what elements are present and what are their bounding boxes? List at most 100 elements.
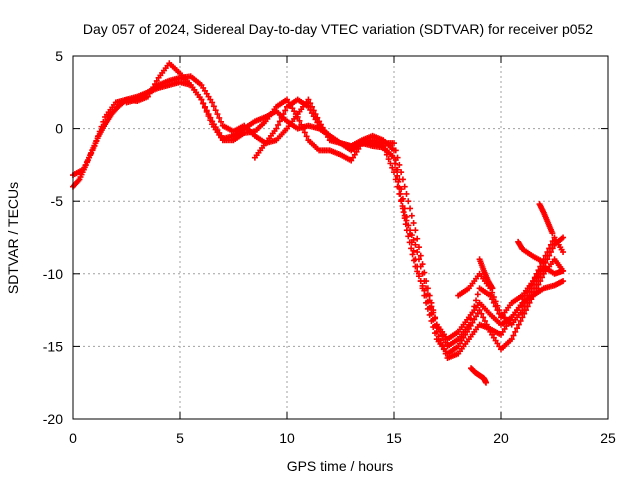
grid-lines [73, 56, 608, 419]
data-point [430, 307, 437, 314]
data-point [521, 303, 528, 310]
data-point [93, 138, 100, 145]
data-point [521, 310, 528, 317]
data-point [549, 230, 556, 237]
data-point [417, 278, 424, 285]
data-point [508, 336, 515, 343]
data-point [401, 205, 408, 212]
data-point [560, 234, 567, 241]
data-point [410, 247, 417, 254]
data-point [312, 116, 319, 123]
data-point [544, 256, 551, 263]
y-axis-label: SDTVAR / TECUs [5, 182, 21, 294]
axis-ticks [72, 55, 609, 420]
data-point [389, 164, 396, 171]
data-point [153, 77, 160, 84]
data-point [467, 322, 474, 329]
data-point [201, 104, 208, 111]
data-point [419, 261, 426, 268]
series-7 [515, 238, 547, 266]
data-point [535, 274, 542, 281]
y-tick-label: -20 [43, 411, 63, 427]
data-point [398, 186, 405, 193]
x-tick-labels: 0 5 10 15 20 25 [69, 430, 616, 446]
data-point [282, 107, 289, 114]
data-point [560, 249, 567, 256]
x-tick-label: 25 [600, 430, 616, 446]
data-point [410, 219, 417, 226]
data-point [519, 314, 526, 321]
data-point [275, 121, 282, 128]
data-point [432, 330, 439, 337]
x-tick-label: 0 [69, 430, 77, 446]
data-point [485, 325, 492, 332]
data-point [212, 107, 219, 114]
data-point [305, 103, 312, 110]
data-point [547, 249, 554, 256]
data-point [490, 294, 497, 301]
data-point [273, 125, 280, 132]
data-point [305, 96, 312, 103]
y-tick-label: -5 [51, 193, 64, 209]
data-point [492, 298, 499, 305]
y-tick-labels: 5 0 -5 -10 -15 -20 [43, 48, 63, 427]
data-point [412, 227, 419, 234]
data-point [428, 317, 435, 324]
data-point [403, 190, 410, 197]
data-point [476, 307, 483, 314]
data-point [469, 319, 476, 326]
data-point [408, 212, 415, 219]
data-point [394, 166, 401, 173]
data-point [483, 321, 490, 328]
data-point [314, 119, 321, 126]
series-8 [536, 201, 556, 237]
data-point [426, 292, 433, 299]
data-point [414, 249, 421, 256]
data-point [522, 299, 529, 306]
data-point [414, 263, 421, 270]
data-point [519, 307, 526, 314]
data-point [301, 129, 308, 136]
data-point [531, 281, 538, 288]
data-point [524, 296, 531, 303]
data-point [385, 156, 392, 163]
data-point [396, 161, 403, 168]
data-point [405, 222, 412, 229]
data-point [87, 150, 94, 157]
data-point [419, 285, 426, 292]
data-point [383, 151, 390, 158]
data-point [442, 339, 449, 346]
y-tick-label: 0 [55, 121, 63, 137]
data-point [276, 118, 283, 125]
data-point [98, 123, 105, 130]
data-point [560, 278, 567, 285]
y-tick-label: -15 [43, 338, 63, 354]
data-point [407, 205, 414, 212]
data-point [396, 190, 403, 197]
x-tick-label: 15 [386, 430, 402, 446]
data-point [526, 292, 533, 299]
data-point [412, 256, 419, 263]
data-point [89, 146, 96, 153]
data-point [421, 292, 428, 299]
data-point [471, 316, 478, 323]
data-point [100, 118, 107, 125]
y-tick-label: 5 [55, 48, 63, 64]
data-point [549, 245, 556, 252]
data-point [94, 133, 101, 140]
data-point [205, 113, 212, 120]
data-point [423, 278, 430, 285]
data-point [483, 379, 490, 386]
data-point [515, 321, 522, 328]
data-point [398, 169, 405, 176]
data-point [84, 158, 91, 165]
data-point [303, 133, 310, 140]
data-point [423, 299, 430, 306]
data-point [200, 100, 207, 107]
data-point [298, 121, 305, 128]
data-point [80, 166, 87, 173]
series-9 [476, 256, 496, 292]
data-point [474, 291, 481, 298]
data-point [209, 99, 216, 106]
